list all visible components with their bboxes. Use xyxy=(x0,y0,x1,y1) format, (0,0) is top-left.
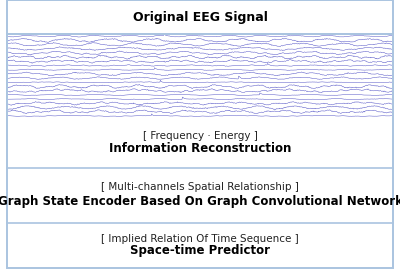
Bar xyxy=(7,34,393,268)
Text: Space-time Predictor: Space-time Predictor xyxy=(130,244,270,257)
Text: [ Frequency · Energy ]: [ Frequency · Energy ] xyxy=(142,131,258,141)
Text: [ Multi-channels Spatial Relationship ]: [ Multi-channels Spatial Relationship ] xyxy=(101,182,299,192)
Bar xyxy=(7,0,393,34)
Text: Information Reconstruction: Information Reconstruction xyxy=(109,141,291,154)
Text: Original EEG Signal: Original EEG Signal xyxy=(132,11,268,24)
Text: Graph State Encoder Based On Graph Convolutional Network: Graph State Encoder Based On Graph Convo… xyxy=(0,195,400,208)
Text: [ Implied Relation Of Time Sequence ]: [ Implied Relation Of Time Sequence ] xyxy=(101,234,299,244)
